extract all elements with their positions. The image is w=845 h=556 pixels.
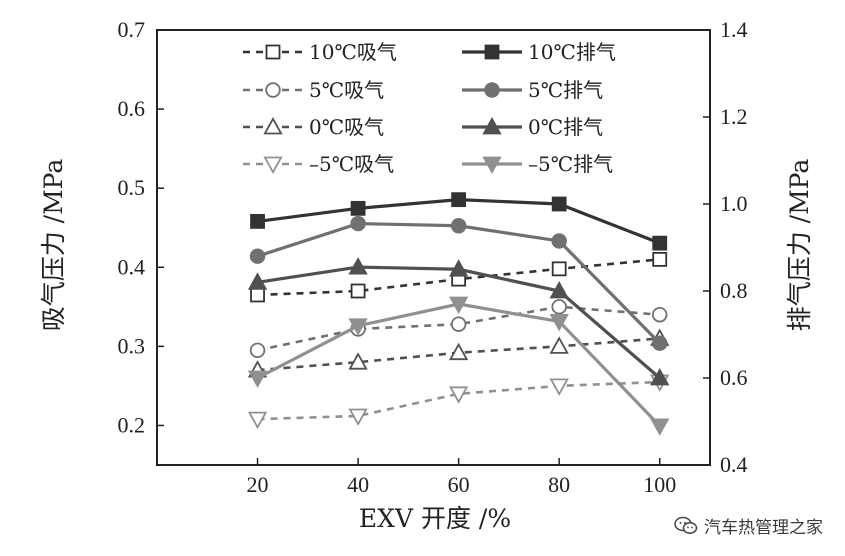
legend-label: 10℃吸气 (309, 40, 397, 64)
y-right-tick-label: 1.4 (720, 17, 748, 42)
legend-marker (482, 156, 502, 174)
data-point (247, 411, 268, 430)
data-point (350, 283, 366, 299)
data-point (249, 342, 266, 359)
data-point (451, 192, 467, 208)
data-point (549, 281, 569, 299)
data-point (652, 307, 668, 323)
series-group (247, 296, 670, 436)
series-group (247, 374, 670, 430)
series-group (249, 215, 668, 351)
series-line (257, 305, 660, 352)
data-point (551, 233, 567, 249)
data-point (450, 316, 467, 332)
data-point (350, 200, 366, 216)
y-left-tick-label: 0.6 (118, 96, 146, 121)
y-right-tick-label: 0.8 (720, 278, 748, 303)
data-point (650, 368, 670, 386)
data-point (247, 272, 268, 290)
y-left-tick-label: 0.2 (118, 412, 146, 437)
y-right-tick-label: 1.2 (720, 104, 748, 129)
data-point (551, 261, 567, 277)
data-point (250, 287, 265, 303)
legend-marker (265, 44, 281, 60)
legend-marker (265, 82, 281, 98)
y-axis-right-title: 排气压力 /MPa (785, 159, 814, 332)
x-tick-label: 100 (643, 472, 676, 497)
y-left-tick-label: 0.4 (118, 254, 146, 279)
data-point (348, 352, 368, 370)
data-point (448, 342, 469, 361)
wechat-icon (674, 516, 698, 534)
legend-entry: 10℃吸气 (243, 40, 397, 64)
watermark: 汽车热管理之家 (674, 513, 823, 538)
legend-marker (263, 117, 283, 135)
data-point (650, 418, 670, 436)
legend-label: 5℃排气 (528, 78, 603, 102)
x-tick-label: 20 (247, 472, 269, 497)
legend-entry: 10℃排气 (462, 40, 616, 64)
legend-label: 10℃排气 (528, 40, 616, 64)
x-tick-label: 80 (548, 472, 570, 497)
data-point (348, 257, 368, 275)
y-axis-left-title: 吸气压力 /MPa (39, 159, 68, 332)
series-group (247, 257, 670, 386)
legend-entry: 5℃吸气 (243, 78, 384, 102)
data-point (448, 386, 469, 404)
legend-marker (484, 44, 500, 60)
data-point (249, 248, 266, 264)
watermark-text: 汽车热管理之家 (704, 518, 823, 538)
data-point (448, 296, 469, 315)
y-left-tick-label: 0.5 (118, 175, 146, 200)
legend-entry: 0℃排气 (462, 115, 603, 139)
legend-label: –5℃排气 (528, 152, 613, 176)
y-right-tick-label: 1.0 (720, 191, 748, 216)
data-point (549, 336, 569, 354)
legend-entry: –5℃排气 (462, 152, 613, 176)
legend-label: –5℃吸气 (309, 152, 394, 176)
y-left-tick-label: 0.7 (118, 17, 146, 42)
data-point (350, 215, 366, 232)
data-point (348, 318, 368, 336)
data-point (549, 314, 569, 332)
data-point (448, 259, 469, 277)
legend-entry: 0℃吸气 (243, 115, 384, 139)
data-point (450, 218, 467, 234)
data-point (652, 335, 668, 351)
legend-marker (263, 156, 283, 174)
x-axis-title: EXV 开度 /% (359, 504, 511, 533)
data-point (551, 299, 567, 315)
data-point (247, 370, 268, 388)
x-tick-label: 40 (347, 472, 369, 497)
legend-label: 0℃排气 (528, 115, 603, 139)
legend-marker (482, 117, 502, 135)
series-group (250, 192, 668, 251)
x-tick-label: 60 (448, 472, 470, 497)
legend-entry: –5℃吸气 (243, 152, 394, 176)
y-left-tick-label: 0.3 (118, 333, 146, 358)
data-point (551, 196, 567, 212)
plot-frame (156, 29, 711, 466)
legend-entry: 5℃排气 (462, 78, 603, 102)
data-point (549, 378, 569, 396)
y-right-tick-label: 0.6 (720, 365, 748, 390)
y-right-tick-label: 0.4 (720, 452, 748, 477)
data-point (652, 251, 668, 267)
data-point (652, 235, 668, 251)
legend-label: 5℃吸气 (309, 78, 384, 102)
data-point (348, 408, 368, 426)
legend-marker (484, 82, 500, 98)
legend-label: 0℃吸气 (309, 115, 384, 139)
data-point (250, 213, 265, 229)
series-line (257, 380, 660, 421)
